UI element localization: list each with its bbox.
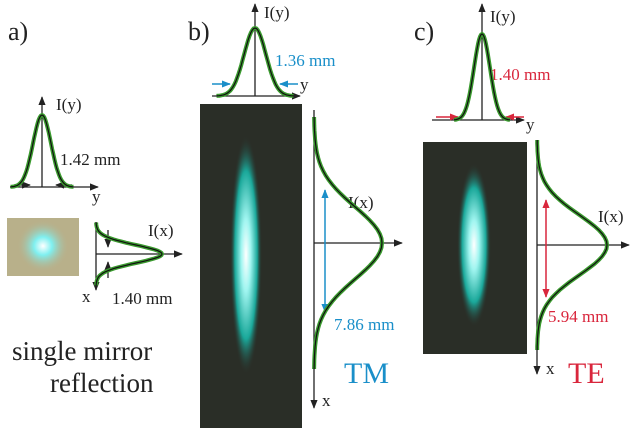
axis-label: y [92, 187, 101, 206]
axis-label: I(x) [598, 207, 623, 226]
width-label: 5.94 mm [548, 307, 608, 326]
beam-spot [457, 163, 491, 327]
axis-label: x [82, 287, 91, 306]
axis-label: x [322, 391, 331, 410]
beam-spot [17, 220, 69, 272]
panel-label: c) [414, 17, 434, 46]
axis-label: I(y) [56, 95, 81, 114]
panel-label: b) [188, 17, 210, 46]
beam-spot [230, 135, 262, 375]
polarization: TE [568, 357, 605, 390]
width-label: 1.40 mm [112, 289, 172, 308]
caption: single mirror [12, 336, 152, 366]
axis-label: y [300, 75, 309, 94]
axis-label: y [526, 115, 535, 134]
width-label: 1.42 mm [60, 150, 120, 169]
width-label: 1.40 mm [490, 65, 550, 84]
width-label: 1.36 mm [275, 51, 335, 70]
axis-label: I(y) [264, 3, 289, 22]
axis-label: I(x) [148, 221, 173, 240]
panel-label: a) [8, 17, 28, 46]
axis-label: I(y) [490, 7, 515, 26]
polarization: TM [344, 357, 389, 390]
caption: reflection [50, 368, 154, 398]
figure: a) I(y) y 1.42 mm I(x) x 1.40 mm single … [0, 0, 631, 432]
axis-label: x [546, 359, 555, 378]
width-label: 7.86 mm [334, 315, 394, 334]
